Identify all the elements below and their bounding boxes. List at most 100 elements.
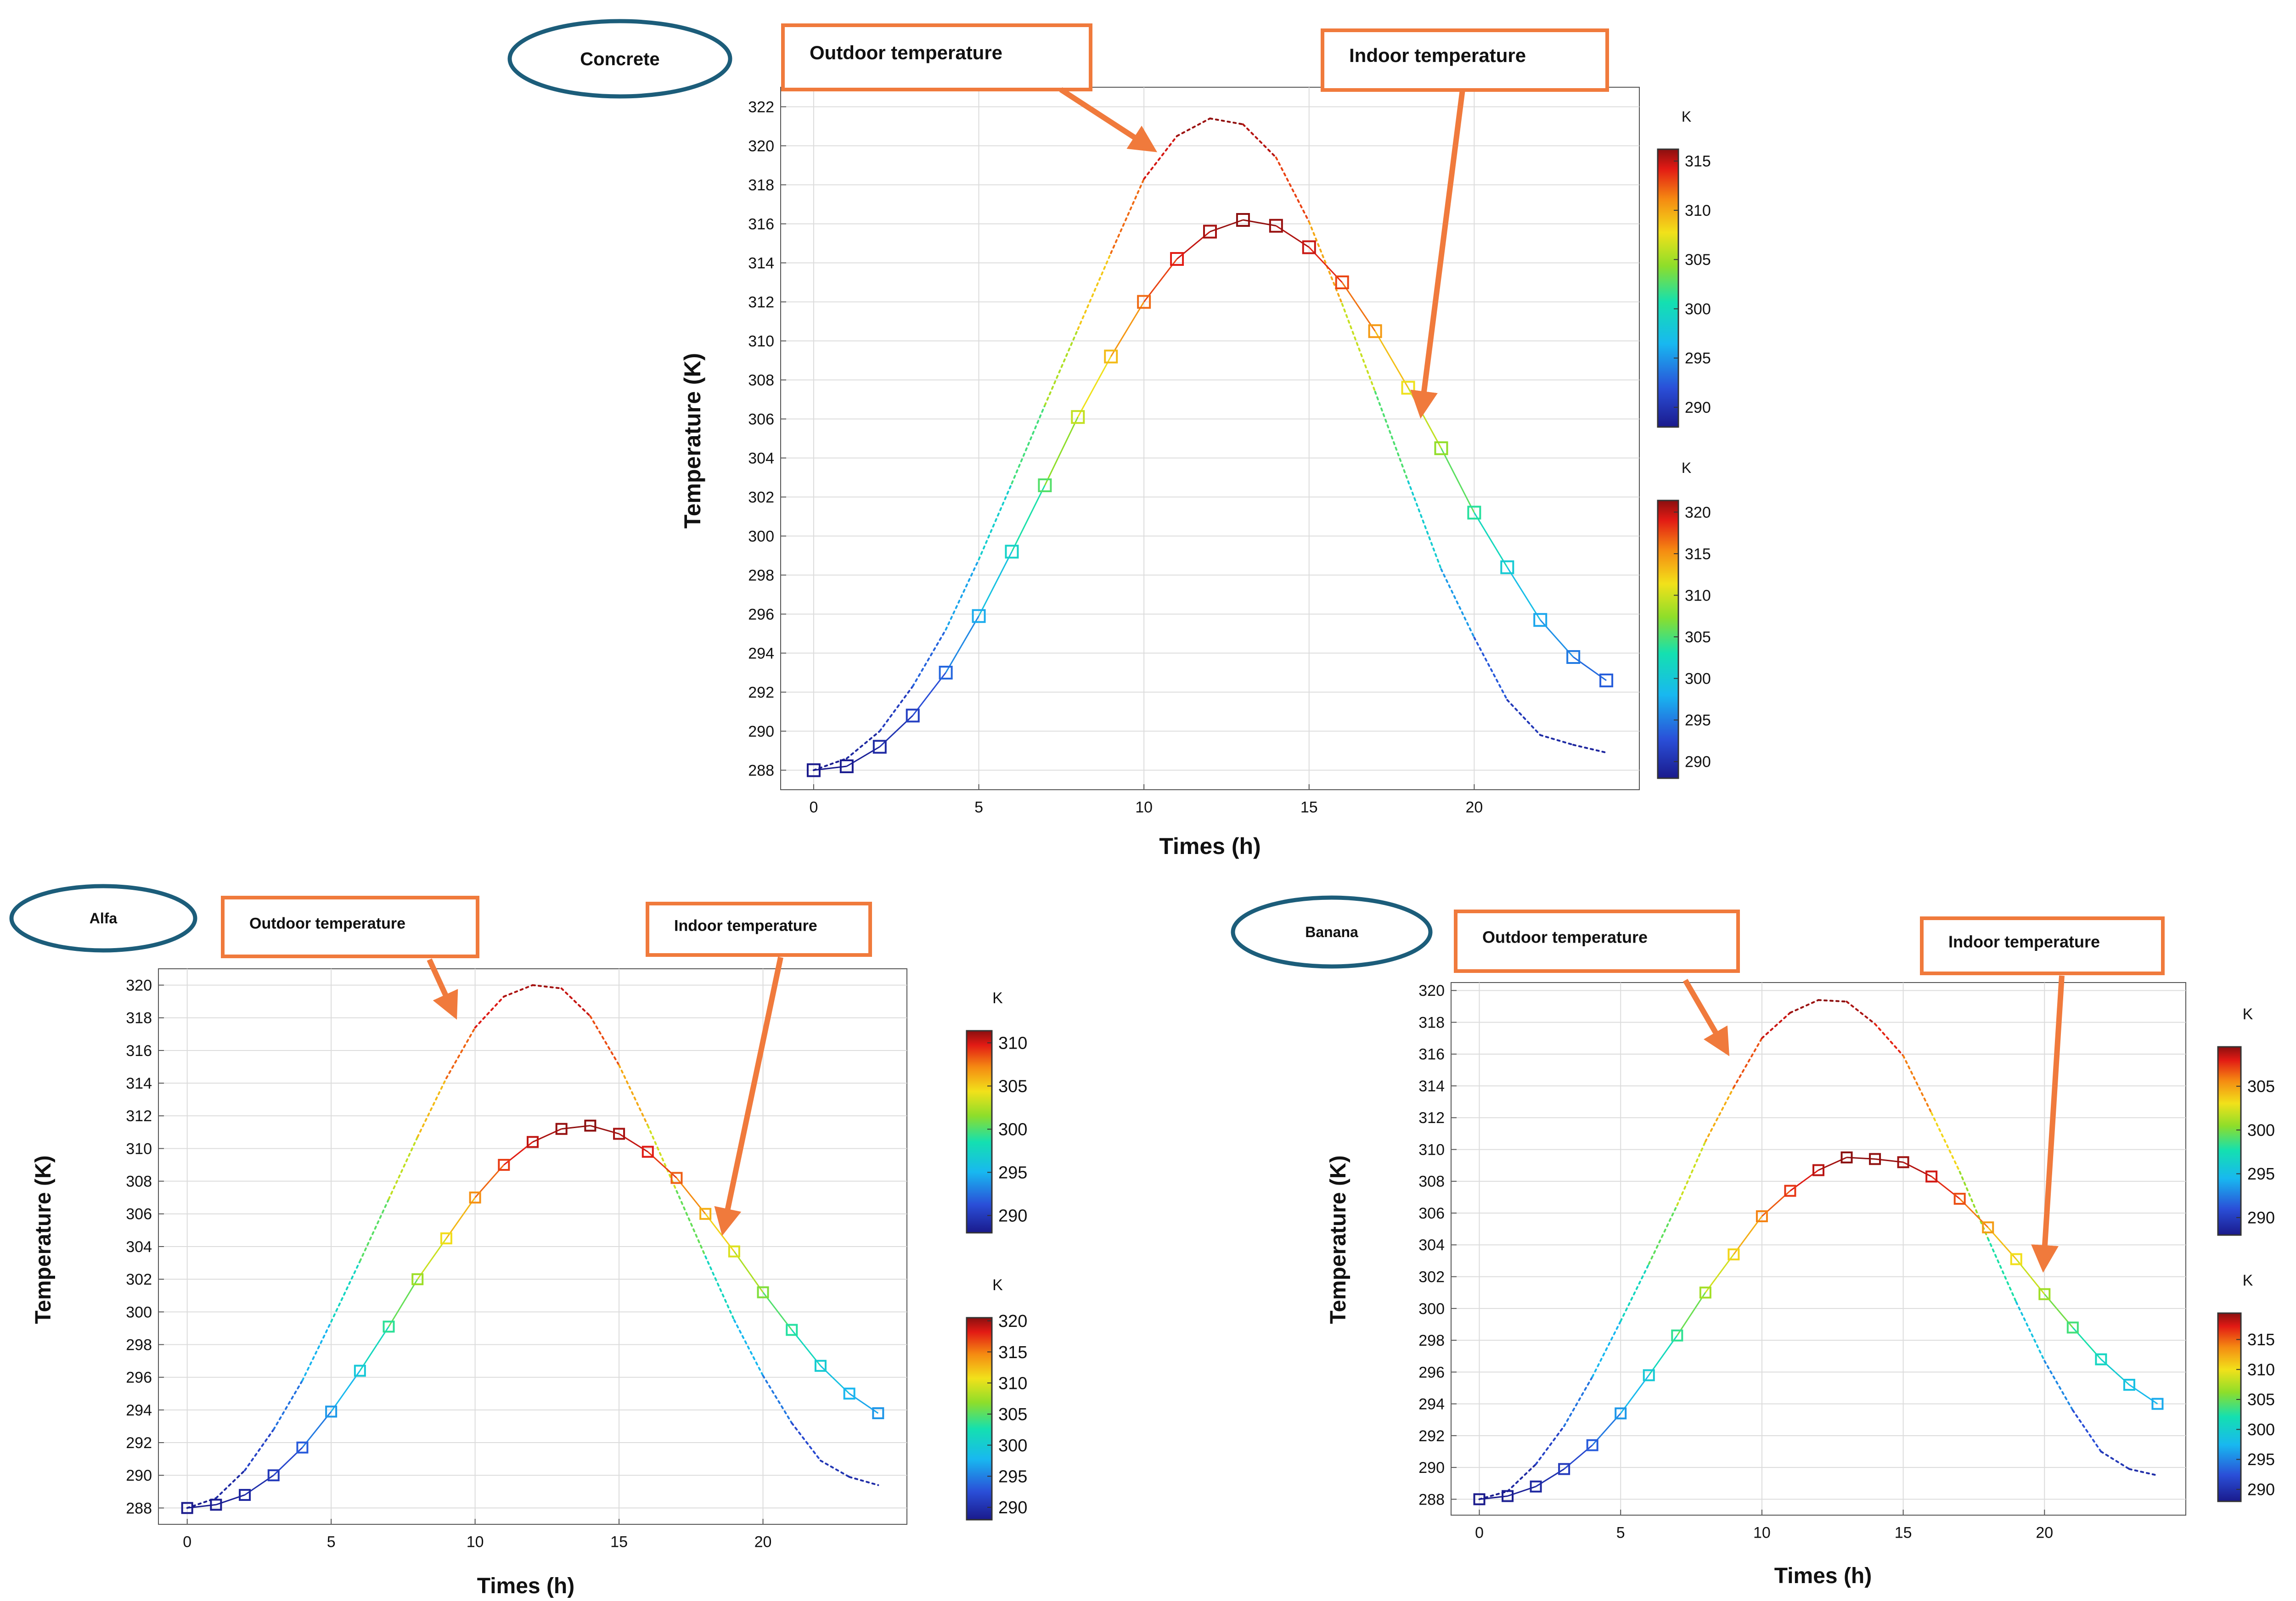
outdoor-line-segment xyxy=(272,1379,304,1431)
outdoor-line-segment xyxy=(945,558,980,631)
indoor-data-point xyxy=(210,1499,222,1511)
indoor-data-point xyxy=(239,1489,251,1501)
indoor-data-point xyxy=(411,1273,424,1286)
indoor-data-point xyxy=(296,1441,309,1454)
y-tick-label: 314 xyxy=(126,1075,152,1092)
outdoor-line-segment xyxy=(1930,1112,1961,1173)
indoor-data-point xyxy=(1671,1329,1683,1342)
colorbar-gradient xyxy=(1657,500,1679,779)
y-tick-label: 318 xyxy=(748,176,774,194)
outdoor-line-segment xyxy=(2043,1360,2074,1411)
indoor-data-point xyxy=(325,1405,338,1418)
outdoor-line-segment xyxy=(1044,328,1079,406)
colorbar-outdoor: K 290 295 300 305 310 315 xyxy=(2217,1272,2275,1502)
indoor-data-point xyxy=(1756,1210,1768,1223)
indoor-line-segment xyxy=(1648,1335,1678,1376)
outdoor-line-segment xyxy=(1902,1055,1933,1114)
indoor-data-point xyxy=(440,1232,452,1245)
indoor-line-segment xyxy=(1441,448,1475,513)
outdoor-line-segment xyxy=(675,1190,707,1258)
y-tick-label: 302 xyxy=(1418,1268,1445,1286)
colorbar-tick-label: 300 xyxy=(2247,1121,2275,1140)
y-tick-label: 306 xyxy=(748,410,774,428)
x-tick-label: 0 xyxy=(1475,1524,1484,1541)
indoor-line-segment xyxy=(978,551,1013,617)
outdoor-line-segment xyxy=(1846,1000,1876,1025)
indoor-data-point xyxy=(1728,1248,1740,1261)
material-title-ellipse xyxy=(9,884,197,953)
outdoor-line-segment xyxy=(1341,303,1376,393)
x-tick-label: 20 xyxy=(1465,798,1483,816)
x-tick-label: 5 xyxy=(327,1533,336,1550)
colorbar-tick-label: 300 xyxy=(998,1436,1027,1455)
indoor-data-point xyxy=(939,666,953,680)
indoor-data-point xyxy=(1784,1185,1796,1197)
colorbar-tick-label: 315 xyxy=(1685,545,1711,563)
indoor-data-point xyxy=(181,1502,193,1514)
outdoor-annotation-box xyxy=(1454,910,1740,973)
outdoor-line-segment xyxy=(791,1422,822,1462)
indoor-line-segment xyxy=(791,1329,822,1366)
y-tick-label: 304 xyxy=(748,449,774,467)
colorbar-tick-label: 295 xyxy=(1685,712,1711,729)
outdoor-line-segment xyxy=(1440,568,1475,639)
outdoor-line-segment xyxy=(330,1260,361,1323)
indoor-data-point xyxy=(1566,650,1581,664)
y-tick-label: 316 xyxy=(748,215,774,233)
indoor-line-segment xyxy=(1110,301,1145,357)
y-tick-label: 296 xyxy=(1418,1364,1445,1381)
material-title: Alfa xyxy=(90,910,118,927)
outdoor-line-segment xyxy=(1473,636,1508,701)
outdoor-annotation-box xyxy=(221,896,479,958)
colorbar-outdoor: K 290 295 300 305 310 315 320 xyxy=(966,1276,1027,1521)
x-tick-label: 0 xyxy=(183,1533,191,1550)
y-tick-label: 292 xyxy=(748,684,774,701)
colorbar-tick-label: 305 xyxy=(1685,251,1711,269)
indoor-data-point xyxy=(2038,1288,2051,1300)
indoor-data-point xyxy=(1104,349,1118,364)
indoor-data-point xyxy=(1982,1221,1994,1234)
colorbar-tick-label: 300 xyxy=(1685,670,1711,688)
outdoor-annotation-label: Outdoor temperature xyxy=(810,42,1002,63)
outdoor-line-segment xyxy=(474,995,505,1029)
outdoor-line-segment xyxy=(445,1027,476,1079)
colorbar-tick-label: 305 xyxy=(998,1077,1027,1096)
y-tick-label: 290 xyxy=(1418,1459,1445,1477)
x-tick-label: 10 xyxy=(1753,1524,1771,1541)
x-tick-label: 15 xyxy=(610,1533,628,1550)
colorbar-tick-label: 295 xyxy=(2247,1450,2275,1469)
outdoor-line-segment xyxy=(1620,1263,1650,1322)
y-tick-label: 288 xyxy=(1418,1491,1445,1508)
indoor-annotation-label: Indoor temperature xyxy=(1948,933,2100,951)
indoor-line-segment xyxy=(1474,512,1508,568)
indoor-line-segment xyxy=(912,672,946,716)
indoor-data-point xyxy=(354,1365,366,1377)
x-tick-label: 20 xyxy=(754,1533,772,1550)
outdoor-line-segment xyxy=(244,1428,275,1472)
outdoor-line-segment xyxy=(848,1476,879,1486)
indoor-data-point xyxy=(2010,1253,2022,1265)
y-tick-label: 302 xyxy=(126,1271,152,1288)
colorbar-gradient xyxy=(966,1030,993,1234)
colorbar-tick-label: 290 xyxy=(1685,399,1711,416)
indoor-data-point xyxy=(1137,295,1151,309)
indoor-data-point xyxy=(872,1407,884,1419)
outdoor-line-segment xyxy=(819,1460,850,1478)
colorbar-unit-label: K xyxy=(2243,1006,2253,1023)
y-tick-label: 288 xyxy=(748,762,774,779)
indoor-data-point xyxy=(1467,506,1481,520)
outdoor-line-segment xyxy=(1110,178,1145,254)
series-indoor-temperature xyxy=(181,1119,884,1514)
indoor-line-segment xyxy=(1374,331,1409,388)
outdoor-line-segment xyxy=(2071,1409,2102,1453)
outdoor-line-segment xyxy=(1818,999,1848,1003)
outdoor-line-segment xyxy=(1733,1037,1763,1089)
indoor-annotation-box xyxy=(1321,28,1609,92)
indoor-data-point xyxy=(1473,1493,1486,1506)
indoor-line-segment xyxy=(359,1326,389,1371)
colorbar-tick-label: 310 xyxy=(998,1374,1027,1393)
indoor-data-point xyxy=(1897,1156,1909,1168)
outdoor-line-segment xyxy=(301,1320,332,1382)
indoor-data-point xyxy=(642,1146,654,1158)
y-tick-label: 308 xyxy=(126,1173,152,1191)
